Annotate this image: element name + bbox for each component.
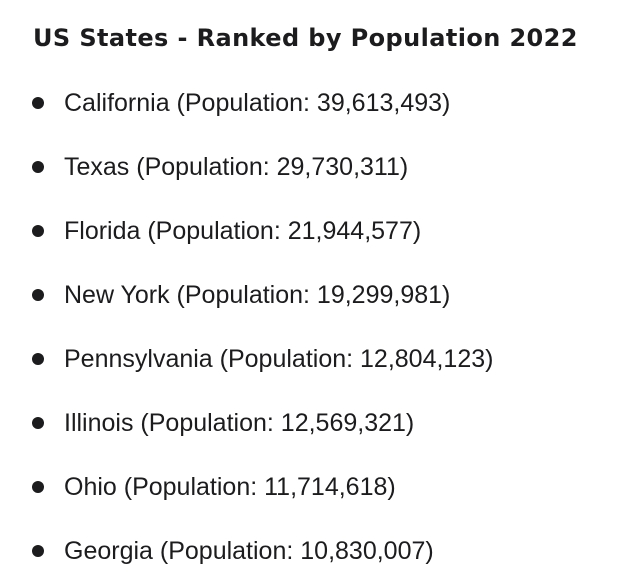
- list-item-label: New York (Population: 19,299,981): [64, 281, 451, 309]
- list-item: California (Population: 39,613,493): [0, 72, 632, 136]
- bullet-icon: [32, 289, 44, 301]
- bullet-icon: [32, 161, 44, 173]
- bullet-icon: [32, 97, 44, 109]
- list-item-label: Illinois (Population: 12,569,321): [64, 409, 415, 437]
- bullet-icon: [32, 417, 44, 429]
- list-item: New York (Population: 19,299,981): [0, 264, 632, 328]
- bullet-icon: [32, 481, 44, 493]
- list-item-label: California (Population: 39,613,493): [64, 89, 451, 117]
- bullet-icon: [32, 225, 44, 237]
- list-item: Florida (Population: 21,944,577): [0, 200, 632, 264]
- bullet-icon: [32, 545, 44, 557]
- list-item-label: Ohio (Population: 11,714,618): [64, 473, 396, 501]
- list-item: Pennsylvania (Population: 12,804,123): [0, 328, 632, 392]
- list-item-label: Pennsylvania (Population: 12,804,123): [64, 345, 494, 373]
- list-item-label: Texas (Population: 29,730,311): [64, 153, 409, 181]
- bullet-icon: [32, 353, 44, 365]
- page-title: US States - Ranked by Population 2022: [33, 24, 578, 52]
- list-item: Georgia (Population: 10,830,007): [0, 520, 632, 584]
- list-item-label: Florida (Population: 21,944,577): [64, 217, 422, 245]
- list-item: Texas (Population: 29,730,311): [0, 136, 632, 200]
- state-list: California (Population: 39,613,493) Texa…: [0, 72, 632, 584]
- list-item-label: Georgia (Population: 10,830,007): [64, 537, 434, 565]
- list-item: Illinois (Population: 12,569,321): [0, 392, 632, 456]
- list-item: Ohio (Population: 11,714,618): [0, 456, 632, 520]
